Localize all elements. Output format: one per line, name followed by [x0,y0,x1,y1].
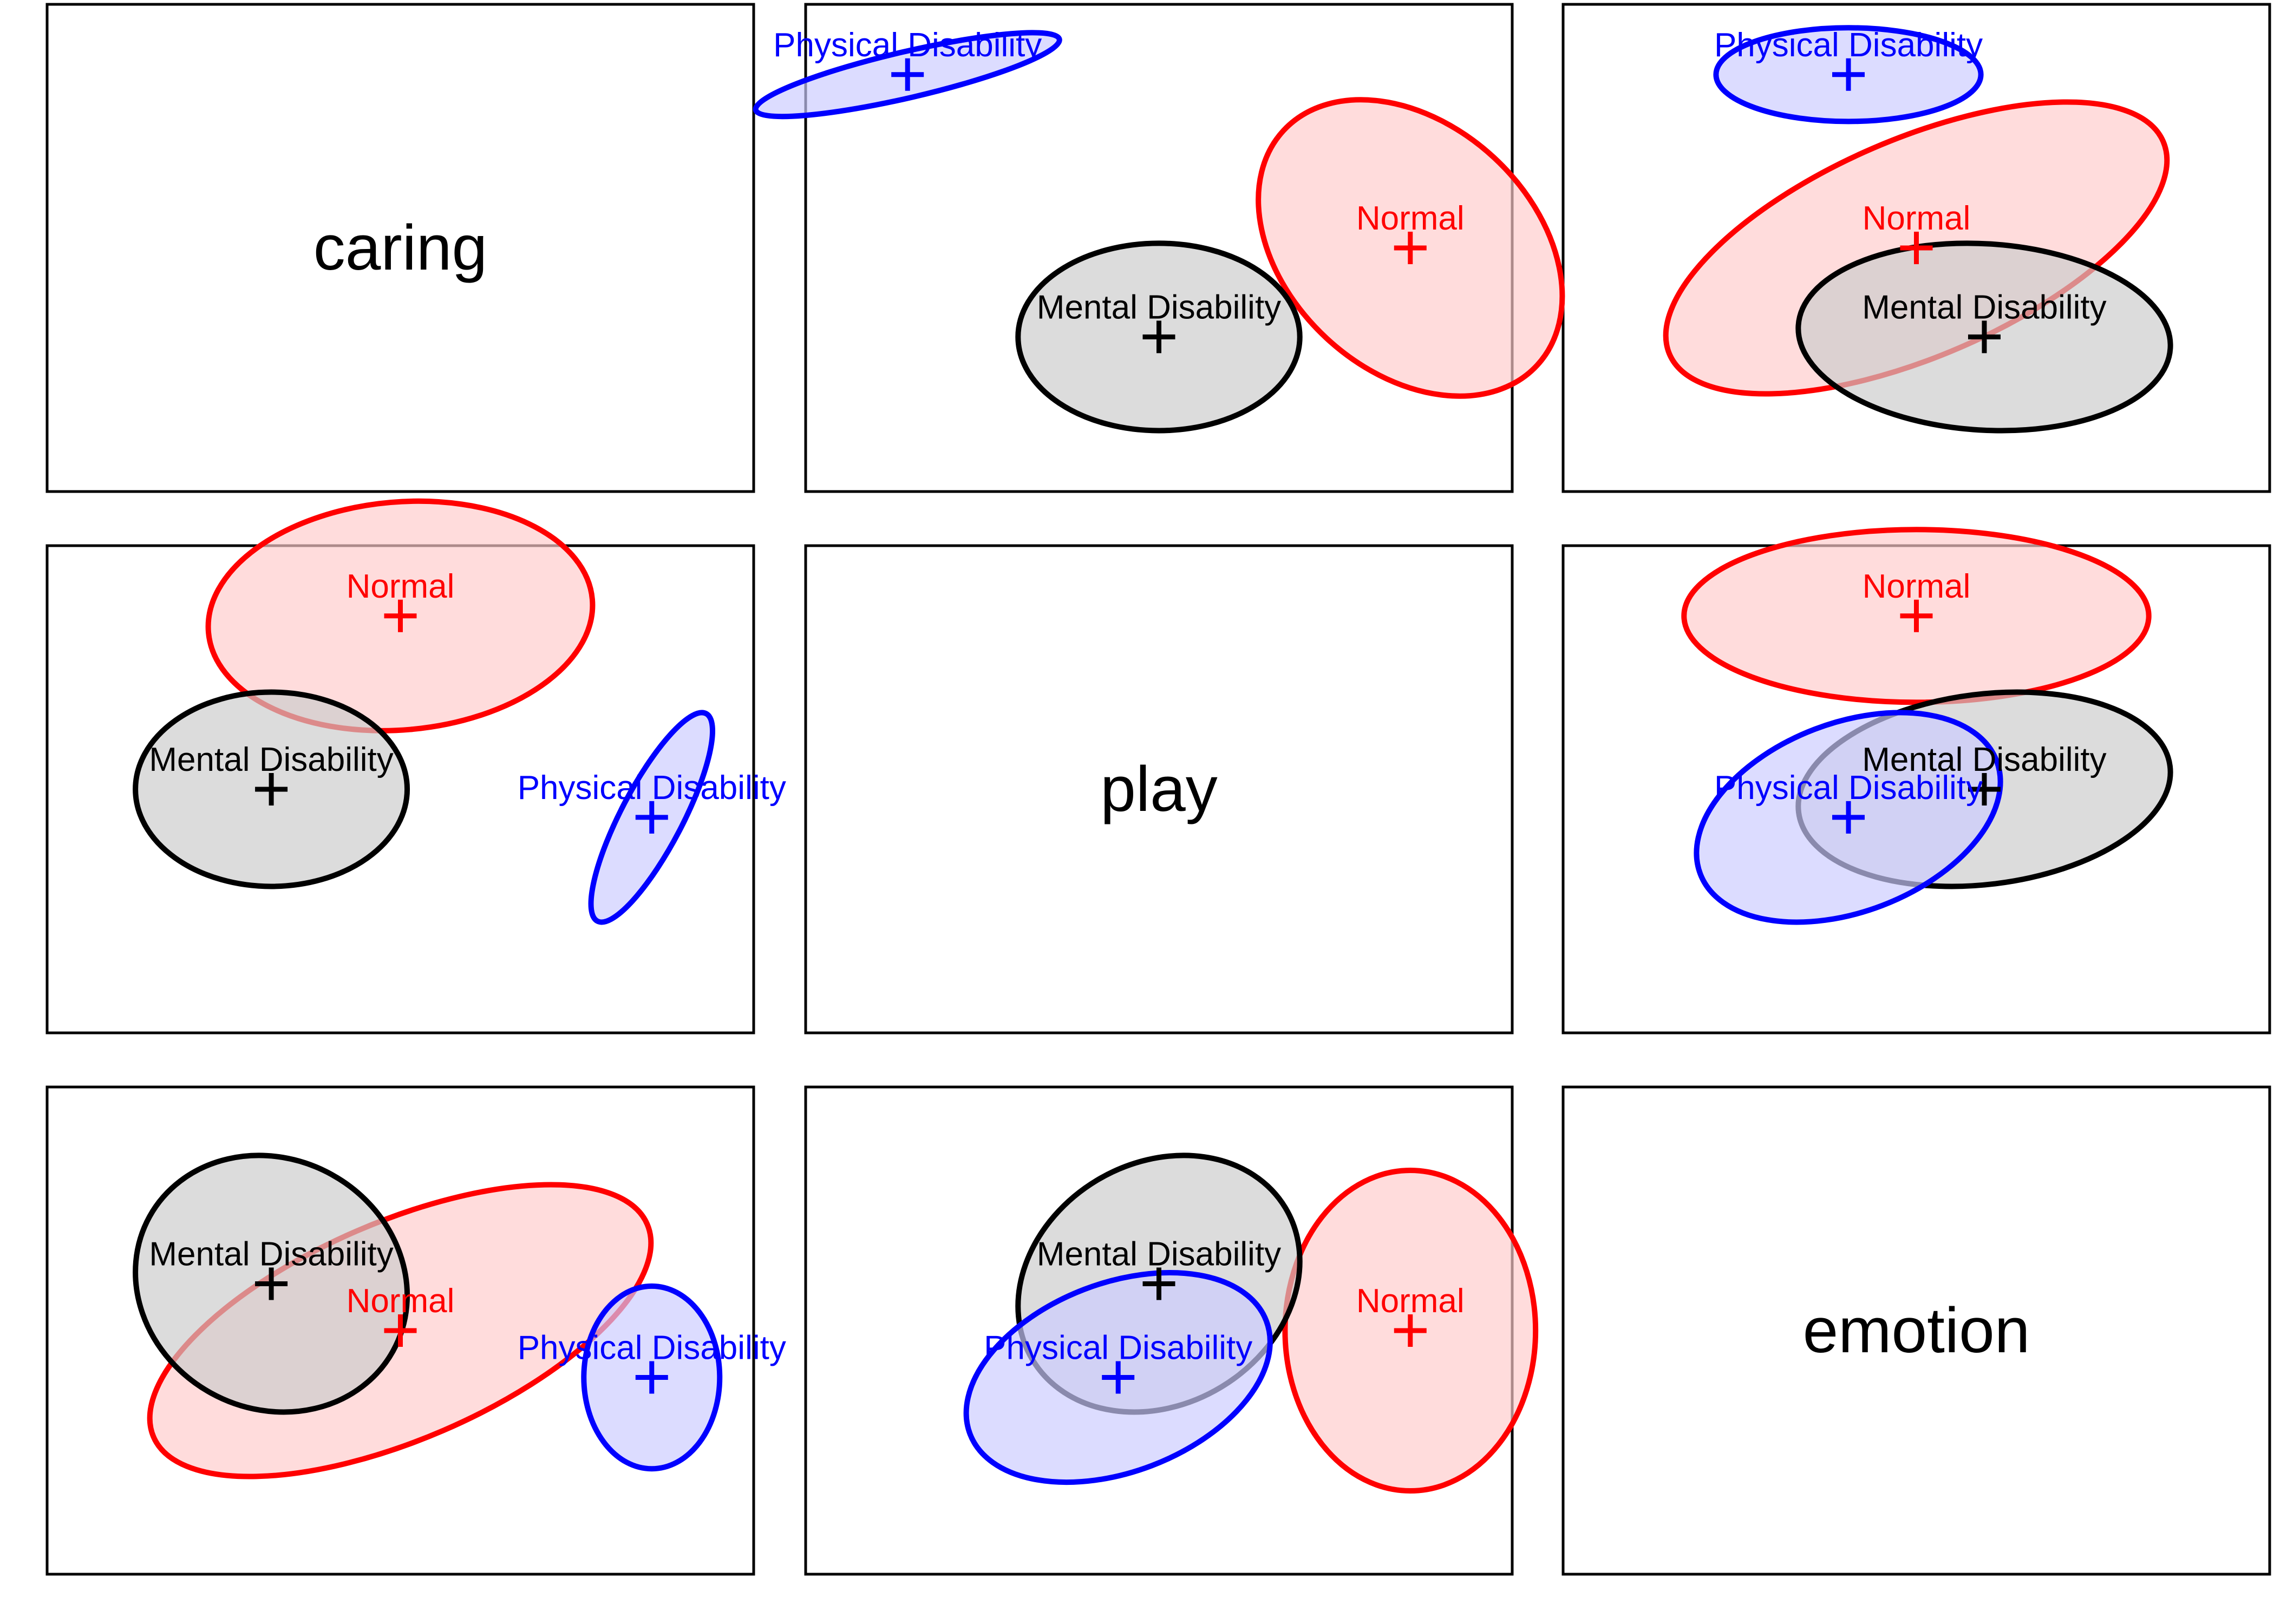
centroid-mental-disability [255,773,288,806]
centroid-physical-disability [1832,58,1865,91]
centroid-mental-disability [255,1267,288,1300]
centroid-physical-disability [891,58,924,91]
group-label-physical-disability: Physical Disability [518,769,786,807]
panel-caring-vs-play: Physical Disability Normal Mental Disabili… [753,27,1565,434]
centroid-normal [384,1314,417,1347]
panel-caring-vs-emotion: Physical Disability Normal Mental Disabili… [1663,25,2173,434]
group-label-normal: Normal [347,1282,455,1320]
group-label-physical-disability: Physical Disability [1714,769,1983,807]
group-label-normal: Normal [1356,1282,1465,1320]
centroid-normal [1394,232,1427,264]
centroid-normal [1900,599,1933,632]
panel-play-vs-caring: Normal Mental Disability Physical Disabili… [133,498,786,925]
group-label-normal: Normal [1356,200,1465,237]
centroid-physical-disability [1102,1361,1135,1394]
group-label-physical-disability: Physical Disability [1714,27,1983,64]
group-label-mental-disability: Mental Disability [149,741,393,778]
variable-label-emotion: emotion [1803,1295,2030,1366]
centroid-mental-disability [1968,773,2001,806]
panel-emotion-vs-caring: Normal Mental Disability Physical Disabili… [133,1152,786,1479]
group-label-normal: Normal [1863,568,1971,605]
panel-emotion-vs-play: Normal Mental Disability Physical Disabili… [963,1152,1539,1494]
group-label-physical-disability: Physical Disability [984,1330,1252,1367]
panel-frame-r1-c1 [45,3,755,493]
panel-frame-r2-c2 [804,544,1514,1034]
centroid-mental-disability [1142,1267,1175,1300]
centroid-normal [384,599,417,632]
group-label-normal: Normal [1863,200,1971,237]
centroid-physical-disability [635,1361,668,1394]
panel-frame-r3-c3 [1561,1085,2271,1576]
centroid-physical-disability [635,801,668,834]
group-label-physical-disability: Physical Disability [518,1330,786,1367]
group-label-mental-disability: Mental Disability [1037,1235,1281,1273]
group-label-physical-disability: Physical Disability [773,27,1042,64]
centroid-mental-disability [1142,320,1175,353]
variable-label-play: play [1100,754,1217,825]
centroid-normal [1900,232,1933,264]
variable-label-caring: caring [313,212,487,284]
centroid-normal [1394,1314,1427,1347]
group-label-mental-disability: Mental Disability [1037,289,1281,326]
centroid-physical-disability [1832,801,1865,834]
centroid-mental-disability [1968,320,2001,353]
group-label-mental-disability: Mental Disability [1862,289,2106,326]
group-label-mental-disability: Mental Disability [1862,741,2106,778]
group-label-normal: Normal [347,568,455,605]
group-label-mental-disability: Mental Disability [149,1235,393,1273]
